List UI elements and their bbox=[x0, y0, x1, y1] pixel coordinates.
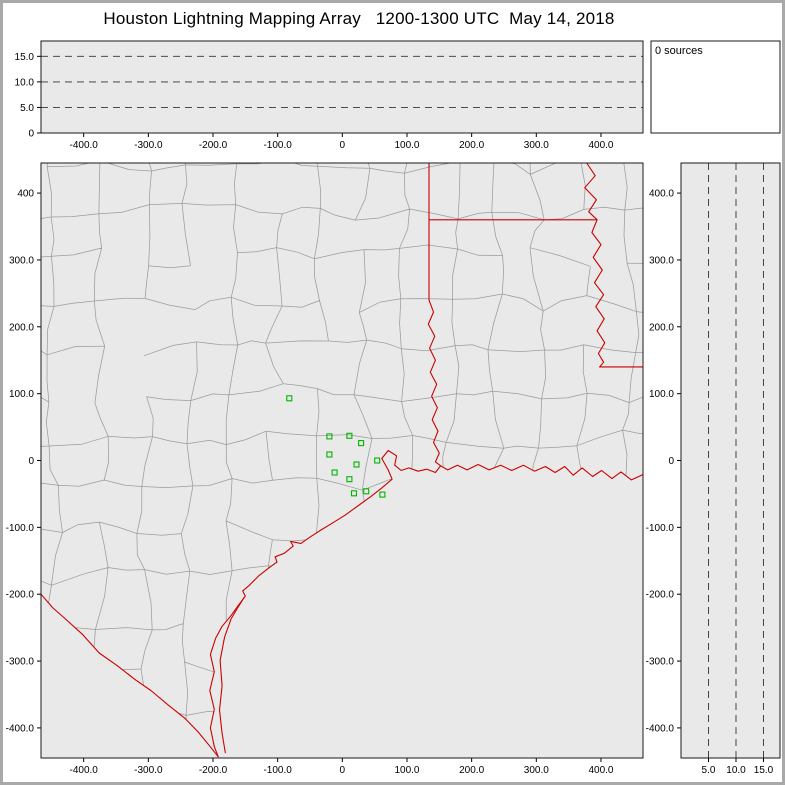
barrier-island-line bbox=[218, 597, 245, 754]
lma-station-marker bbox=[350, 490, 358, 497]
coast-line bbox=[209, 449, 644, 758]
lma-station-marker bbox=[363, 488, 370, 495]
rio-grande-line bbox=[40, 593, 219, 758]
axis-tick-label: 15.0 bbox=[754, 765, 774, 776]
lma-plot-canvas: 0 5.0 10.0 15.0 -400.0 -300.0 -200.0 -100.0 0 100… bbox=[6, 40, 781, 776]
axis-tick-label: 200.0 bbox=[459, 140, 484, 151]
lma-station-marker bbox=[331, 469, 338, 476]
plan-view-panel-border bbox=[40, 162, 644, 759]
axis-tick-label: -400.0 bbox=[646, 723, 675, 734]
axis-tick-label: 200.0 bbox=[9, 322, 34, 333]
axis-tick-label: 5.0 bbox=[702, 765, 716, 776]
axis-tick-label: 200.0 bbox=[459, 765, 484, 776]
axis-tick-label: -300.0 bbox=[646, 657, 675, 668]
axis-tick-label: -200.0 bbox=[646, 590, 675, 601]
axis-tick-label: 0 bbox=[340, 140, 346, 151]
axis-tick-label: 15.0 bbox=[15, 52, 35, 63]
ns-altitude-panel[interactable] bbox=[681, 163, 780, 758]
axis-tick-label: 10.0 bbox=[726, 765, 746, 776]
axis-tick-label: 400 bbox=[17, 189, 34, 200]
axis-tick-label: 400.0 bbox=[649, 189, 674, 200]
station-markers-layer bbox=[286, 395, 386, 498]
lma-station-marker bbox=[379, 491, 386, 498]
plot-title: Houston Lightning Mapping Array 1200-130… bbox=[103, 9, 615, 28]
lma-station-marker bbox=[358, 440, 365, 447]
lma-station-marker bbox=[346, 476, 353, 483]
axis-tick-label: -200.0 bbox=[199, 765, 228, 776]
plan-view-panel[interactable] bbox=[41, 163, 643, 758]
mississippi-river-line bbox=[584, 162, 606, 368]
axis-tick-label: -200.0 bbox=[6, 590, 35, 601]
axis-tick-label: -400.0 bbox=[69, 140, 98, 151]
axis-tick-label: -300.0 bbox=[6, 657, 35, 668]
axis-tick-label: 400.0 bbox=[588, 140, 613, 151]
axis-tick-label: -100.0 bbox=[646, 523, 675, 534]
lma-station-marker bbox=[346, 432, 353, 439]
sources-panel bbox=[651, 41, 780, 133]
axis-tick-label: 100.0 bbox=[394, 140, 419, 151]
sources-count: 0 sources bbox=[655, 45, 703, 57]
axis-tick-label: 0 bbox=[668, 456, 674, 467]
axis-tick-label: 100.0 bbox=[649, 389, 674, 400]
ew-altitude-panel-border bbox=[40, 40, 644, 134]
axis-tick-label: 200.0 bbox=[649, 322, 674, 333]
axis-tick-label: -100.0 bbox=[263, 765, 292, 776]
lma-station-marker bbox=[326, 433, 333, 440]
axis-tick-label: 300.0 bbox=[524, 765, 549, 776]
state-borders-layer bbox=[40, 162, 644, 758]
axis-tick-label: -100.0 bbox=[263, 140, 292, 151]
axis-tick-label: -400.0 bbox=[69, 765, 98, 776]
axis-tick-label: 5.0 bbox=[20, 103, 34, 114]
axis-tick-label: 0 bbox=[340, 765, 346, 776]
axis-tick-label: 0 bbox=[28, 456, 34, 467]
axis-tick-label: 300.0 bbox=[9, 255, 34, 266]
axis-tick-label: 10.0 bbox=[15, 77, 35, 88]
axis-tick-label: 0 bbox=[28, 129, 34, 140]
lma-station-marker bbox=[326, 451, 333, 458]
axis-tick-label: 100.0 bbox=[9, 389, 34, 400]
axis-tick-label: -300.0 bbox=[134, 140, 163, 151]
sources-panel-border bbox=[650, 40, 781, 134]
sabine-river-line bbox=[427, 299, 442, 467]
ns-altitude-panel-border bbox=[680, 162, 781, 759]
lma-station-marker bbox=[286, 395, 293, 402]
axis-tick-label: 300.0 bbox=[649, 255, 674, 266]
lma-station-marker bbox=[353, 461, 360, 468]
axis-tick-label: 100.0 bbox=[394, 765, 419, 776]
axis-tick-label: 400.0 bbox=[588, 765, 613, 776]
axis-tick-label: -100.0 bbox=[6, 523, 35, 534]
lma-station-marker bbox=[374, 457, 381, 464]
axis-tick-label: 300.0 bbox=[524, 140, 549, 151]
ew-altitude-panel[interactable] bbox=[41, 41, 643, 133]
axis-tick-label: -400.0 bbox=[6, 723, 35, 734]
axis-tick-label: -300.0 bbox=[134, 765, 163, 776]
axis-tick-label: -200.0 bbox=[199, 140, 228, 151]
